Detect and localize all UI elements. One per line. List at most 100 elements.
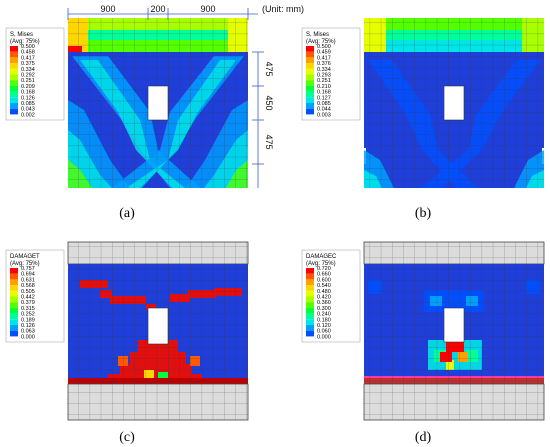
legend-swatch	[306, 51, 314, 58]
legend-title: (Avg: 75%)	[10, 261, 40, 267]
legend-swatch	[10, 268, 18, 274]
dim-top-2: 200	[150, 4, 165, 14]
legend-value: 0.420	[317, 295, 331, 301]
wall-d	[364, 264, 544, 384]
legend-value: 0.694	[21, 272, 35, 278]
legend-value: 0.500	[317, 44, 331, 50]
panel-c: DAMAGET(Avg: 75%)0.7570.6940.6310.5680.5…	[5, 241, 249, 445]
legend-value: 0.568	[21, 283, 35, 289]
legend-value: 0.293	[317, 73, 331, 79]
legend-title: (Avg: 75%)	[10, 39, 40, 45]
opening	[443, 85, 465, 121]
legend-swatch	[10, 74, 18, 81]
legend-swatch	[306, 302, 314, 308]
dim-side-2: 450	[264, 95, 274, 110]
legend-value: 0.442	[21, 295, 35, 301]
legend-value: 0.300	[317, 306, 331, 312]
legend-swatch	[10, 46, 18, 52]
legend-value: 0.376	[317, 61, 331, 67]
legend-swatch	[10, 273, 18, 280]
legend-swatch	[306, 319, 314, 325]
dim-top-3: 900	[200, 4, 215, 14]
dim-top-1: 900	[100, 4, 115, 14]
legend-value: 0.757	[21, 266, 35, 272]
wall-b	[364, 52, 544, 188]
legend-value: 0.180	[317, 317, 331, 323]
legend-swatch	[10, 51, 18, 58]
panel-b: S, Mises(Avg: 75%)0.5000.4590.4170.3760.…	[301, 18, 544, 221]
legend-c: DAMAGET(Avg: 75%)0.7570.6940.6310.5680.5…	[5, 249, 65, 343]
caption-c: (c)	[119, 430, 135, 445]
legend-swatch	[306, 63, 314, 69]
bottom-beam-d	[363, 383, 545, 421]
legend-value: 0.417	[317, 55, 331, 61]
legend-swatch	[306, 290, 314, 297]
legend-value: 0.085	[317, 101, 331, 107]
legend-value: 0.168	[21, 90, 35, 96]
wall-c	[68, 264, 248, 384]
legend-d: DAMAGEC(Avg: 75%)0.7200.6600.6000.5400.4…	[301, 249, 361, 343]
opening	[443, 307, 465, 343]
legend-swatch	[10, 57, 18, 64]
legend-swatch	[306, 268, 314, 274]
legend-swatch	[10, 319, 18, 325]
legend-swatch	[10, 108, 18, 115]
legend-swatch	[10, 302, 18, 308]
legend-value: 0.126	[21, 323, 35, 329]
legend-swatch	[10, 313, 18, 320]
legend-swatch	[306, 74, 314, 81]
legend-value: 0.252	[21, 312, 35, 318]
legend-title: DAMAGET	[10, 254, 40, 260]
legend-value: 0.459	[317, 50, 331, 56]
legend-swatch	[10, 103, 18, 109]
legend-value: 0.060	[317, 329, 331, 335]
caption-d: (d)	[415, 430, 432, 445]
legend-swatch	[306, 313, 314, 320]
legend-value: 0.000	[21, 334, 35, 340]
legend-value: 0.120	[317, 323, 331, 329]
legend-swatch	[10, 97, 18, 103]
panel-d: DAMAGEC(Avg: 75%)0.7200.6600.6000.5400.4…	[301, 241, 545, 445]
legend-swatch	[10, 296, 18, 303]
legend-title: DAMAGEC	[306, 254, 337, 260]
legend-value: 0.334	[317, 67, 331, 73]
legend-swatch	[10, 285, 18, 291]
legend-title: (Avg: 75%)	[306, 39, 336, 45]
top-beam-d	[363, 241, 545, 265]
legend-value: 0.458	[21, 50, 35, 56]
legend-swatch	[306, 57, 314, 64]
dimension-lines	[67, 8, 264, 188]
legend-value: 0.292	[21, 73, 35, 79]
legend-swatch	[306, 285, 314, 291]
legend-swatch	[10, 330, 18, 337]
legend-value: 0.540	[317, 283, 331, 289]
legend-swatch	[10, 279, 18, 286]
top-beam-b	[364, 18, 544, 52]
opening	[147, 307, 169, 345]
legend-value: 0.000	[317, 334, 331, 340]
legend-swatch	[306, 68, 314, 75]
legend-value: 0.044	[317, 107, 331, 113]
legend-value: 0.417	[21, 55, 35, 61]
legend-value: 0.240	[317, 312, 331, 318]
legend-a: S, Mises(Avg: 75%)0.5000.4580.4170.3750.…	[5, 27, 65, 121]
legend-value: 0.251	[317, 78, 331, 84]
legend-swatch	[306, 80, 314, 86]
legend-swatch	[306, 279, 314, 286]
legend-swatch	[306, 46, 314, 52]
legend-swatch	[10, 80, 18, 86]
legend-swatch	[306, 307, 314, 314]
legend-swatch	[306, 108, 314, 115]
legend-value: 0.375	[21, 61, 35, 67]
legend-swatch	[306, 325, 314, 331]
legend-swatch	[10, 307, 18, 314]
legend-value: 0.660	[317, 272, 331, 278]
legend-swatch	[10, 85, 18, 92]
legend-value: 0.210	[317, 84, 331, 90]
legend-swatch	[306, 273, 314, 280]
legend-swatch	[306, 103, 314, 109]
legend-value: 0.600	[317, 277, 331, 283]
legend-value: 0.315	[21, 306, 35, 312]
legend-value: 0.168	[317, 90, 331, 96]
